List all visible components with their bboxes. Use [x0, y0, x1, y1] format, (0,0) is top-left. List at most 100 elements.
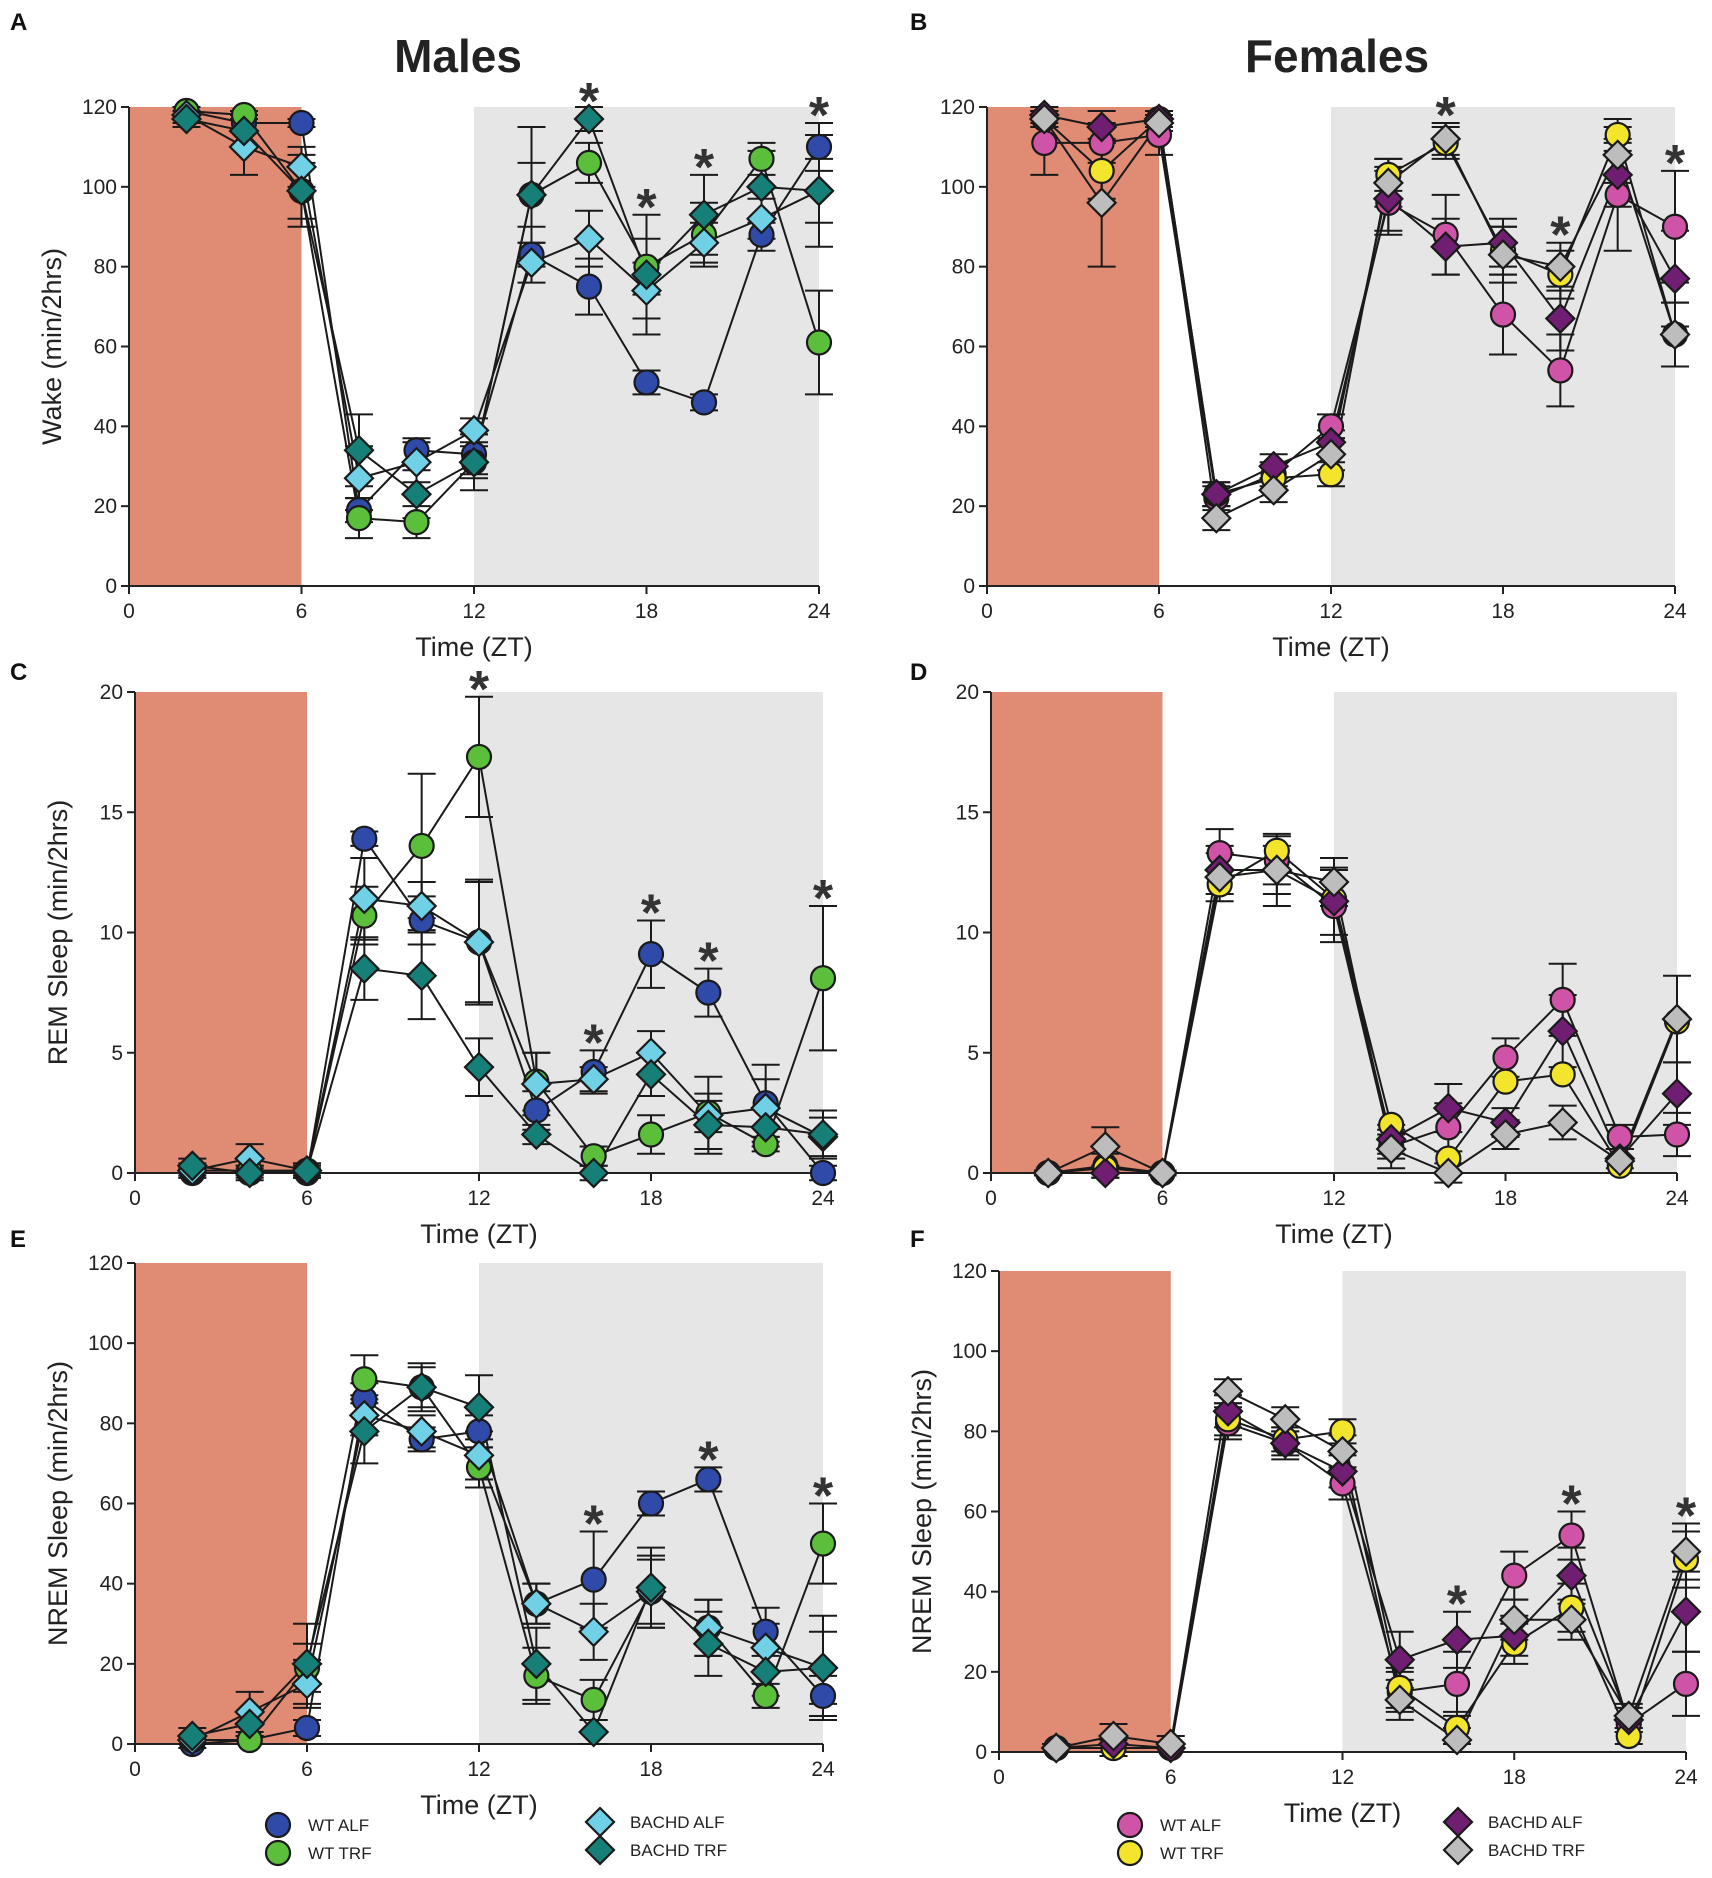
- data-point: [1032, 1157, 1064, 1189]
- legend-item-bachd-trf: BACHD TRF: [1442, 1834, 1585, 1866]
- data-point: [1661, 1003, 1693, 1035]
- legend-item-wt-alf: WT ALF: [264, 1811, 369, 1839]
- data-point: [573, 223, 605, 255]
- x-tick-label: 12: [467, 1187, 490, 1210]
- data-point: [458, 446, 490, 478]
- significance-star: *: [584, 1496, 605, 1554]
- marker-layer: [1040, 1375, 1702, 1764]
- data-point: [690, 389, 718, 416]
- data-point: [1549, 1061, 1576, 1088]
- x-tick-label: 12: [1322, 1187, 1345, 1210]
- data-point: [520, 1588, 552, 1620]
- significance-star: *: [813, 1468, 834, 1526]
- y-tick-label: 80: [964, 1420, 987, 1443]
- data-point: [1204, 861, 1236, 893]
- data-point: [1441, 1624, 1473, 1656]
- data-point: [1555, 1604, 1588, 1636]
- data-point: [1492, 1068, 1519, 1095]
- data-point: [1549, 986, 1576, 1013]
- data-point: [1544, 303, 1576, 335]
- data-point: [1441, 1724, 1473, 1756]
- data-point: [630, 259, 663, 291]
- x-tick-label: 12: [1331, 1766, 1354, 1789]
- data-point: [805, 133, 833, 161]
- significance-star: *: [694, 139, 715, 197]
- data-point: [1498, 1604, 1530, 1636]
- y-tick-label: 10: [956, 922, 979, 945]
- data-point: [578, 1157, 610, 1189]
- x-tick-label: 12: [467, 1758, 490, 1781]
- data-point: [1318, 885, 1350, 917]
- legend-marker: [264, 1811, 292, 1839]
- data-point: [345, 505, 373, 532]
- y-tick-label: 40: [100, 1573, 123, 1596]
- legend-males: WT ALF WT TRF BACHD ALF BACHD TRF: [264, 1806, 727, 1867]
- data-point: [1501, 1562, 1528, 1589]
- x-tick-label: 0: [993, 1766, 1005, 1789]
- y-tick-label: 0: [111, 1162, 123, 1185]
- y-tick-label: 15: [100, 801, 123, 824]
- data-point: [578, 1616, 610, 1648]
- data-point: [637, 1121, 665, 1148]
- data-point: [1261, 854, 1293, 886]
- markers-bachd-trf: [1040, 1375, 1702, 1764]
- x-tick-label: 18: [1503, 1766, 1526, 1789]
- marker-layer: [176, 1366, 839, 1758]
- x-axis-label: Time (ZT): [1272, 632, 1389, 662]
- data-point: [1146, 1157, 1179, 1189]
- x-tick-label: 12: [1319, 600, 1342, 623]
- legend-label: BACHD ALF: [630, 1813, 724, 1832]
- light-phase-shade: [129, 107, 302, 586]
- x-tick-label: 24: [1665, 1187, 1689, 1210]
- y-tick-label: 60: [100, 1493, 123, 1516]
- data-point: [403, 509, 430, 536]
- panel-c-rem-males: C 0 5 10 15 20 0 6 12 18 24 Time (ZT) REM Sleep (min…: [10, 659, 839, 1249]
- data-point: [692, 1628, 724, 1660]
- data-point: [809, 1159, 837, 1187]
- data-point: [580, 1686, 607, 1714]
- panel-e-nrem-males: E 0 20 40 60 80 100 120 0 6 12 18 24 Time (ZT) NREM Sl…: [10, 1226, 839, 1820]
- data-point: [803, 175, 835, 207]
- data-point: [1492, 1044, 1519, 1071]
- data-point: [805, 329, 833, 356]
- legend-females: WT ALF WT TRF BACHD ALF BACHD TRF: [1116, 1806, 1585, 1867]
- y-tick-label: 20: [956, 681, 979, 704]
- x-tick-label: 0: [985, 1187, 997, 1210]
- panel-b-wake-females: B 0 20 40 60 80 100 120 0 6 12 18 24 Time (ZT) * * *: [910, 9, 1691, 662]
- data-point: [692, 1109, 724, 1141]
- data-point: [408, 832, 435, 860]
- data-point: [635, 1058, 667, 1090]
- legend-label: WT ALF: [308, 1816, 369, 1835]
- data-point: [291, 1155, 323, 1187]
- legend-item-wt-trf: WT TRF: [264, 1839, 372, 1867]
- data-point: [1432, 1157, 1464, 1189]
- data-point: [750, 1111, 782, 1143]
- y-tick-label: 60: [964, 1501, 987, 1524]
- y-tick-label: 80: [952, 256, 975, 279]
- y-tick-label: 120: [952, 1260, 987, 1283]
- data-point: [1613, 1700, 1645, 1732]
- data-point: [1547, 1106, 1579, 1139]
- data-point: [406, 960, 438, 992]
- data-point: [752, 1682, 779, 1710]
- y-tick-label: 100: [952, 1340, 987, 1363]
- data-point: [343, 462, 375, 494]
- legend-item-bachd-alf: BACHD ALF: [584, 1806, 724, 1838]
- data-point: [1155, 1728, 1187, 1760]
- data-point: [1432, 1092, 1464, 1124]
- data-point: [1086, 187, 1118, 219]
- markers-bachd-trf: [1028, 103, 1691, 534]
- data-point: [1028, 103, 1060, 135]
- x-tick-label: 6: [301, 1758, 313, 1781]
- legend-label: WT ALF: [1160, 1816, 1221, 1835]
- y-tick-label: 100: [88, 1332, 123, 1355]
- data-point: [807, 1652, 839, 1684]
- data-point: [400, 446, 433, 478]
- data-point: [1670, 1596, 1702, 1628]
- x-axis-label: Time (ZT): [1284, 1798, 1401, 1828]
- x-tick-label: 18: [639, 1187, 662, 1210]
- data-point: [688, 199, 720, 231]
- x-tick-label: 0: [129, 1758, 141, 1781]
- data-point: [1602, 139, 1634, 171]
